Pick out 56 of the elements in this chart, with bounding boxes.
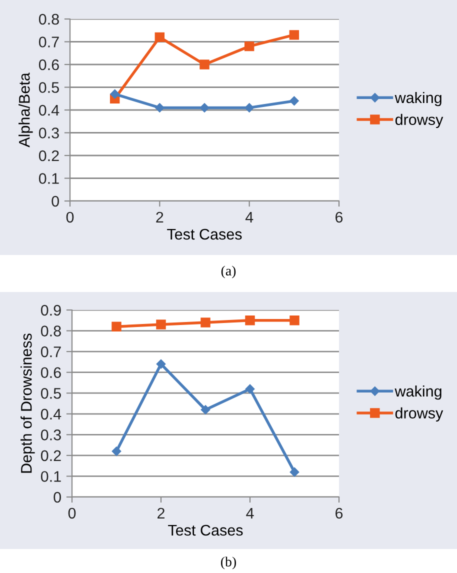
- x-tick-label: 2: [156, 212, 164, 222]
- point: [200, 405, 210, 414]
- legend-label: waking: [394, 385, 442, 400]
- x-axis-title: Test Cases: [168, 524, 243, 536]
- y-axis-title: Depth of Drowsiness: [20, 334, 35, 473]
- point: [200, 318, 210, 328]
- y-tick-label: 0.7: [38, 36, 59, 48]
- point: [244, 41, 254, 52]
- x-axis-title: Test Cases: [167, 228, 242, 240]
- point: [112, 322, 122, 332]
- y-tick-label: 0.8: [38, 14, 59, 25]
- x-tick-label: 2: [158, 508, 164, 518]
- x-tick-label: 0: [68, 508, 76, 519]
- y-tick-label: 0.6: [40, 367, 61, 378]
- y-tick-label: 0.3: [40, 430, 61, 440]
- point: [156, 320, 166, 330]
- legend-label: drowsy: [395, 114, 444, 128]
- point: [112, 446, 122, 456]
- point: [245, 316, 255, 326]
- y-tick-label: 0.3: [38, 128, 59, 138]
- y-tick-label: 0.5: [40, 388, 61, 399]
- text: (b): [221, 556, 236, 570]
- point: [289, 30, 300, 40]
- point: [155, 103, 164, 112]
- y-tick-label: 0.7: [40, 346, 61, 358]
- y-tick-label: 0.1: [40, 471, 61, 482]
- point: [290, 467, 300, 477]
- point: [154, 32, 165, 42]
- text: (a): [221, 266, 236, 278]
- y-tick-label: 0: [54, 492, 61, 503]
- y-tick-label: 0.4: [38, 104, 60, 116]
- y-tick-label: 0.9: [40, 304, 61, 316]
- point: [110, 89, 120, 99]
- x-tick-label: 4: [245, 212, 254, 222]
- point: [290, 316, 300, 326]
- x-tick-label: 6: [336, 212, 343, 223]
- y-tick-label: 0.2: [40, 450, 61, 462]
- point: [245, 384, 255, 394]
- x-tick-label: 0: [66, 212, 74, 223]
- legend-label: drowsy: [395, 407, 444, 422]
- y-tick-label: 0.4: [40, 408, 62, 420]
- point: [200, 60, 210, 70]
- y-tick-label: 0.6: [38, 59, 59, 70]
- point: [156, 359, 166, 369]
- y-tick-label: 0.5: [38, 82, 59, 93]
- x-tick-label: 4: [246, 508, 254, 518]
- x-tick-label: 6: [336, 508, 343, 519]
- point: [200, 103, 210, 112]
- y-tick-label: 0: [52, 196, 59, 207]
- y-tick-label: 0.1: [38, 173, 59, 184]
- point: [244, 103, 254, 112]
- y-axis-title: Alpha/Beta: [18, 72, 33, 148]
- y-tick-label: 0.8: [40, 326, 61, 336]
- point: [290, 96, 299, 106]
- legend-label: waking: [394, 92, 442, 106]
- y-tick-label: 0.2: [38, 150, 59, 162]
